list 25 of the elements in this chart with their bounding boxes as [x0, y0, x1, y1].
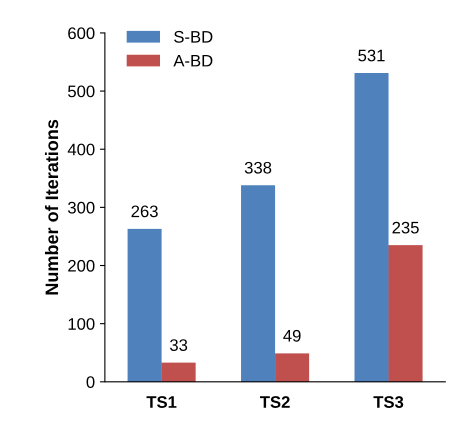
data-label: 338	[244, 162, 272, 174]
y-tick-label: 0	[86, 376, 95, 388]
y-axis-title: Number of Iterations	[44, 120, 58, 294]
x-tick-label: TS3	[373, 396, 404, 408]
y-tick-label: 400	[68, 144, 95, 156]
legend-label: A-BD	[173, 54, 212, 66]
data-label: 235	[392, 222, 419, 234]
x-tick-label: TS1	[146, 396, 176, 408]
bar	[162, 362, 196, 382]
bar	[128, 228, 162, 382]
bar	[275, 353, 310, 382]
data-label: 49	[283, 330, 301, 342]
y-tick-label: 200	[68, 260, 95, 272]
bar	[388, 245, 423, 382]
bar	[241, 185, 276, 382]
data-label: 263	[132, 205, 158, 218]
y-tick-label: 300	[68, 202, 95, 214]
y-tick-label: 100	[68, 318, 95, 330]
bar	[354, 73, 389, 382]
y-tick-label: 600	[68, 27, 95, 40]
x-tick-label: TS2	[260, 396, 290, 408]
data-label: 531	[358, 50, 385, 62]
legend-label: S-BD	[174, 30, 212, 43]
data-label: 33	[170, 339, 188, 351]
y-tick-label: 500	[68, 85, 95, 98]
